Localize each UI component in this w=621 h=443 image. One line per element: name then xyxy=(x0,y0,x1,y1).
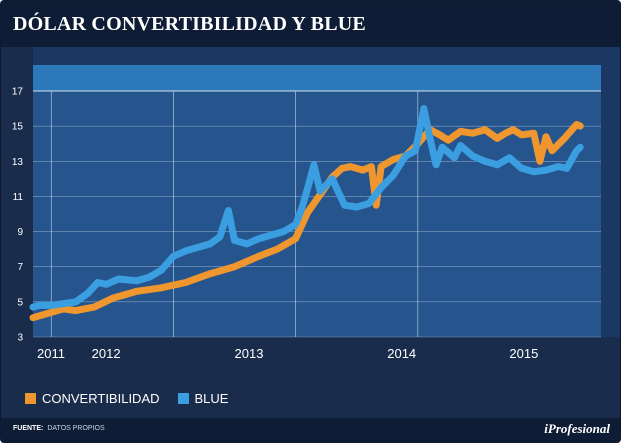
source-text: DATOS PROPIOS xyxy=(47,425,105,432)
page-title: DÓLAR CONVERTIBILIDAD Y BLUE xyxy=(13,13,366,35)
y-tick-label: 5 xyxy=(17,297,23,308)
line-chart: 3 5 7 9 11 13 15 17 2011 2012 2013 2014 2015 xyxy=(12,47,620,361)
y-tick-label: 17 xyxy=(12,87,24,98)
x-axis: 2011 2012 2013 2014 2015 xyxy=(37,346,538,361)
y-tick-label: 9 xyxy=(17,227,23,238)
y-tick-label: 13 xyxy=(12,157,24,168)
title-bar: DÓLAR CONVERTIBILIDAD Y BLUE xyxy=(1,1,620,47)
x-tick-label: 2011 xyxy=(37,346,65,361)
brand-logo: iProfesional xyxy=(544,421,610,436)
legend-label-blue: BLUE xyxy=(194,390,229,406)
legend-swatch-convertibilidad xyxy=(25,392,36,404)
source-note: FUENTE: DATOS PROPIOS xyxy=(13,425,105,432)
footer: FUENTE: DATOS PROPIOS iProfesional xyxy=(1,418,620,442)
x-tick-label: 2013 xyxy=(235,346,264,361)
plot-header-band xyxy=(33,65,601,91)
y-tick-label: 3 xyxy=(17,333,23,344)
x-tick-label: 2012 xyxy=(92,346,121,361)
y-tick-label: 15 xyxy=(12,122,24,133)
y-tick-label: 11 xyxy=(13,192,24,203)
legend-label-convertibilidad: CONVERTIBILIDAD xyxy=(42,390,160,406)
x-tick-label: 2014 xyxy=(387,346,416,361)
series-line-blue xyxy=(29,105,584,311)
y-tick-label: 7 xyxy=(17,262,23,273)
legend: CONVERTIBILIDAD BLUE xyxy=(25,389,246,407)
source-label: FUENTE: xyxy=(13,425,44,432)
legend-swatch-blue xyxy=(177,392,189,404)
series-layer xyxy=(29,105,584,322)
x-tick-label: 2015 xyxy=(509,346,538,361)
series-line-convertibilidad xyxy=(29,120,584,322)
y-axis: 3 5 7 9 11 13 15 17 xyxy=(12,87,24,344)
